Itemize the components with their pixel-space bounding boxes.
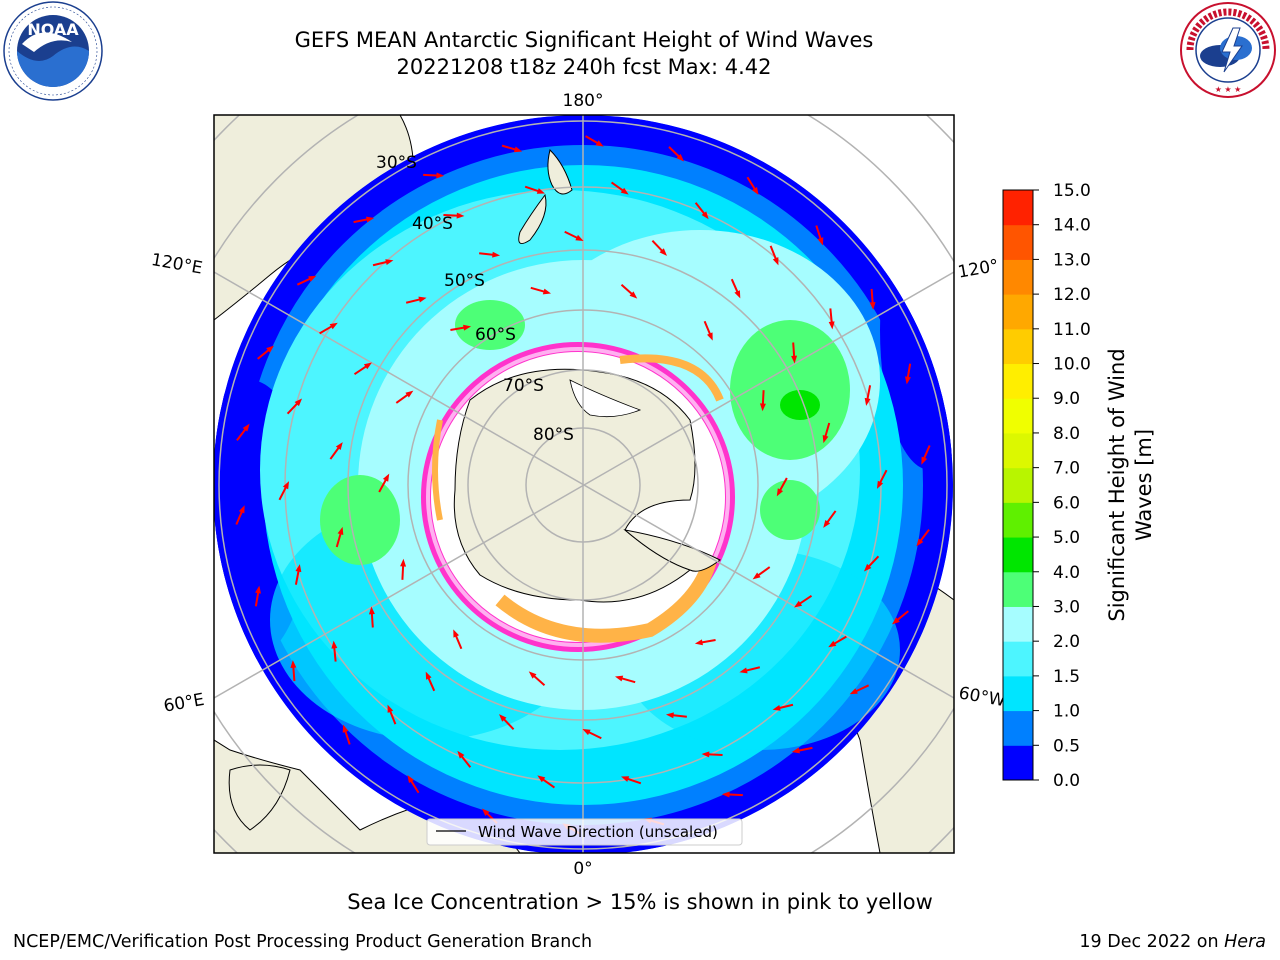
antarctica-landmass bbox=[454, 369, 695, 602]
footer-host: Hera bbox=[1224, 932, 1266, 952]
lon-label-120w: 120° bbox=[956, 256, 1000, 283]
colorbar-tick-label: 1.0 bbox=[1053, 702, 1080, 722]
colorbar-segment bbox=[1003, 259, 1033, 294]
colorbar-tick-label: 6.0 bbox=[1053, 493, 1080, 513]
colorbar-segment bbox=[1003, 641, 1033, 676]
colorbar-segment bbox=[1003, 329, 1033, 364]
colorbar-tick-label: 10.0 bbox=[1053, 355, 1091, 375]
map-figure: 180° 0° 120°E 120° 60°E 60°W 30°S 40°S 5… bbox=[0, 0, 1280, 960]
footer-credit: NCEP/EMC/Verification Post Processing Pr… bbox=[13, 932, 592, 952]
colorbar-segment bbox=[1003, 606, 1033, 641]
colorbar-tick-label: 2.0 bbox=[1053, 632, 1080, 652]
colorbar-segment bbox=[1003, 502, 1033, 537]
colorbar-segment bbox=[1003, 537, 1033, 572]
colorbar-tick-label: 0.0 bbox=[1053, 771, 1080, 791]
lon-label-120e: 120°E bbox=[150, 250, 204, 279]
lat-label-40s: 40°S bbox=[412, 214, 453, 234]
lat-label-70s: 70°S bbox=[503, 376, 544, 396]
colorbar-segment bbox=[1003, 711, 1033, 746]
colorbar-segment bbox=[1003, 433, 1033, 468]
colorbar-tick-label: 3.0 bbox=[1053, 597, 1080, 617]
colorbar-tick-label: 0.5 bbox=[1053, 736, 1080, 756]
colorbar: 0.0 0.5 1.0 1.5 2.0 3.0 4.0 5.0 6.0 7.0 8.0 9.0 10.0… bbox=[1003, 181, 1091, 791]
colorbar-segment bbox=[1003, 225, 1033, 260]
colorbar-segment bbox=[1003, 398, 1033, 433]
footer-date: 19 Dec 2022 on Hera bbox=[1079, 932, 1266, 952]
map-panel bbox=[78, 0, 1088, 960]
colorbar-tick-label: 13.0 bbox=[1053, 250, 1091, 270]
lon-label-60e: 60°E bbox=[162, 690, 206, 717]
colorbar-tick-label: 11.0 bbox=[1053, 320, 1091, 340]
colorbar-tick-label: 5.0 bbox=[1053, 528, 1080, 548]
lon-label-0: 0° bbox=[573, 859, 592, 879]
lon-label-180: 180° bbox=[563, 91, 604, 111]
colorbar-tick-label: 4.0 bbox=[1053, 563, 1080, 583]
colorbar-tick-label: 8.0 bbox=[1053, 424, 1080, 444]
map-legend: Wind Wave Direction (unscaled) bbox=[427, 819, 742, 845]
lat-label-30s: 30°S bbox=[376, 153, 417, 173]
colorbar-segment bbox=[1003, 572, 1033, 607]
colorbar-tick-label: 15.0 bbox=[1053, 181, 1091, 201]
colorbar-segment bbox=[1003, 190, 1033, 225]
colorbar-label-line1: Significant Height of Wind bbox=[1105, 348, 1129, 621]
colorbar-segment bbox=[1003, 364, 1033, 399]
lat-label-60s: 60°S bbox=[475, 325, 516, 345]
colorbar-segment bbox=[1003, 745, 1033, 780]
colorbar-tick-label: 9.0 bbox=[1053, 389, 1080, 409]
footer-date-text: 19 Dec 2022 on bbox=[1079, 932, 1224, 952]
colorbar-tick-label: 7.0 bbox=[1053, 459, 1080, 479]
lon-label-60w: 60°W bbox=[957, 683, 1007, 711]
colorbar-tick-label: 14.0 bbox=[1053, 216, 1091, 236]
colorbar-segment bbox=[1003, 294, 1033, 329]
colorbar-label-line2: Waves [m] bbox=[1132, 429, 1156, 541]
colorbar-segment bbox=[1003, 676, 1033, 711]
lat-label-50s: 50°S bbox=[444, 271, 485, 291]
legend-label: Wind Wave Direction (unscaled) bbox=[478, 823, 718, 841]
sea-ice-note: Sea Ice Concentration > 15% is shown in … bbox=[0, 890, 1280, 914]
colorbar-segment bbox=[1003, 468, 1033, 503]
colorbar-tick-label: 12.0 bbox=[1053, 285, 1091, 305]
colorbar-tick-label: 1.5 bbox=[1053, 667, 1080, 687]
lat-label-80s: 80°S bbox=[533, 425, 574, 445]
